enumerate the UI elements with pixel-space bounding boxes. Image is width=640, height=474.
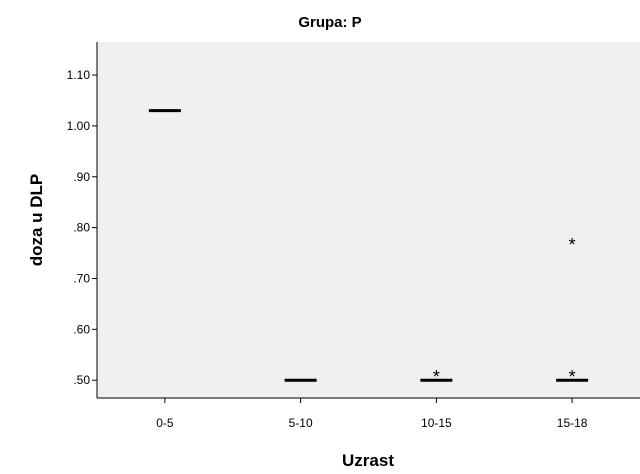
y-tick-label: 1.00 — [67, 119, 91, 133]
y-axis-title: doza u DLP — [27, 174, 46, 267]
y-tick-label: .80 — [73, 221, 90, 235]
chart-title: Grupa: P — [298, 14, 361, 31]
y-tick-label: .50 — [73, 373, 90, 387]
x-tick-label: 10-15 — [421, 416, 452, 430]
plot-area — [97, 42, 640, 398]
x-axis-title: Uzrast — [342, 451, 394, 470]
outlier-marker: * — [569, 235, 576, 255]
y-tick-label: .70 — [73, 271, 90, 285]
outlier-marker: * — [569, 367, 576, 387]
y-tick-label: .90 — [73, 170, 90, 184]
x-tick-label: 5-10 — [289, 416, 313, 430]
y-tick-label: 1.10 — [67, 68, 91, 82]
x-tick-label: 15-18 — [557, 416, 588, 430]
x-tick-label: 0-5 — [156, 416, 174, 430]
outlier-marker: * — [433, 367, 440, 387]
y-tick-label: .60 — [73, 322, 90, 336]
